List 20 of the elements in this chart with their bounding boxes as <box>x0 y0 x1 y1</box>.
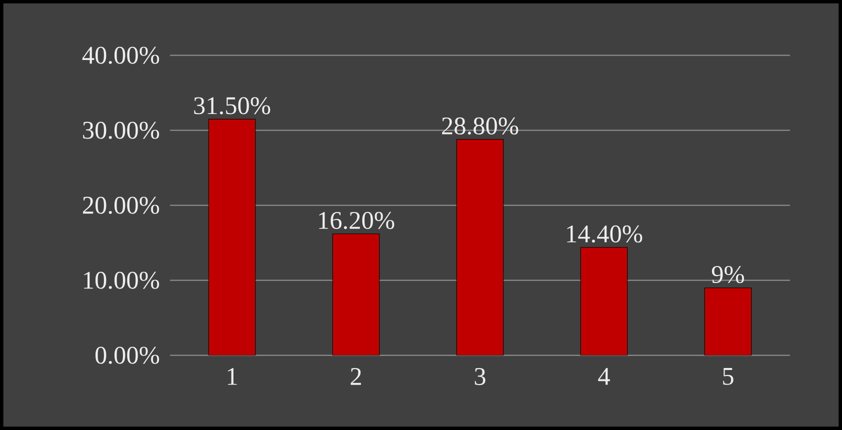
y-tick-label: 0.00% <box>95 346 160 364</box>
y-tick-label: 30.00% <box>83 122 160 139</box>
data-label: 9% <box>712 266 744 284</box>
x-tick-label: 4 <box>598 368 610 385</box>
bar <box>332 234 380 356</box>
data-label: 31.50% <box>194 97 270 114</box>
data-label: 16.20% <box>319 212 394 230</box>
x-tick-label: 3 <box>474 368 486 386</box>
y-tick-label: 10.00% <box>84 272 160 289</box>
bar <box>208 118 256 356</box>
bar <box>456 139 504 356</box>
x-tick-label: 1 <box>228 368 237 385</box>
y-tick-label: 40.00% <box>82 46 160 64</box>
x-tick-label: 2 <box>350 368 361 385</box>
data-label: 28.80% <box>442 117 518 135</box>
bar <box>580 247 628 356</box>
data-label: 14.40% <box>567 225 642 243</box>
x-tick-label: 5 <box>723 368 734 385</box>
y-tick-label: 20.00% <box>82 196 160 214</box>
bar <box>704 288 752 356</box>
